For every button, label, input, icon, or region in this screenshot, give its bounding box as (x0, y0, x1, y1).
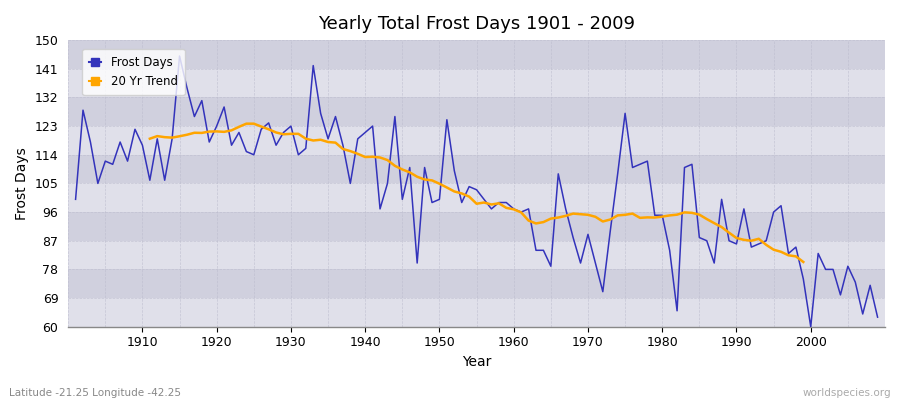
Bar (68, 212, 885, 241)
Bar (68, 40, 885, 69)
Bar (68, 126, 885, 155)
Legend: Frost Days, 20 Yr Trend: Frost Days, 20 Yr Trend (82, 49, 184, 95)
Text: Latitude -21.25 Longitude -42.25: Latitude -21.25 Longitude -42.25 (9, 388, 181, 398)
Bar (68, 98, 885, 126)
Bar (68, 155, 885, 184)
Y-axis label: Frost Days: Frost Days (15, 147, 29, 220)
Bar (68, 298, 885, 327)
Bar (68, 184, 885, 212)
Bar (68, 270, 885, 298)
Bar (68, 241, 885, 270)
Text: worldspecies.org: worldspecies.org (803, 388, 891, 398)
Bar (68, 69, 885, 98)
X-axis label: Year: Year (462, 355, 491, 369)
Title: Yearly Total Frost Days 1901 - 2009: Yearly Total Frost Days 1901 - 2009 (318, 15, 635, 33)
